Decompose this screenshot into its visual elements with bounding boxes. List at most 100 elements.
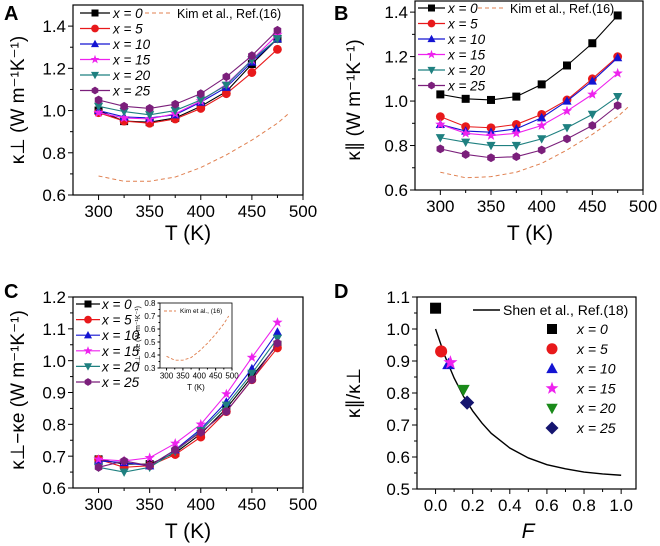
panel-c-data-point [120, 456, 128, 466]
panel-c-data-point [119, 468, 129, 477]
panel-c-letter: C [4, 281, 18, 303]
panel-a-legend-label: x = 15 [112, 53, 151, 68]
panel-d-data-point [443, 355, 458, 369]
panel-b-legend-marker [427, 49, 436, 59]
panel-a-data-point [93, 102, 104, 112]
panel-a-legend-marker [91, 86, 99, 95]
panel-d-legend-label: x = 10 [576, 361, 616, 377]
panel-b-data-point [588, 121, 597, 130]
panel-a-x-tick-label: 450 [238, 202, 266, 221]
panel-a-y-tick-label: 0.8 [42, 144, 66, 163]
panel-d-x-tick-label: 0.2 [461, 496, 485, 515]
panel-c-data-point [246, 352, 258, 362]
panel-a-data-point [119, 108, 129, 117]
panel-c-legend-marker [84, 378, 92, 386]
panel-b-data-point [537, 145, 546, 155]
panel-a-x-tick-label: 400 [187, 202, 215, 221]
panel-a-x-tick-label: 300 [84, 202, 112, 221]
panel-d-legend-reference-label: Shen et al., Ref.(18) [503, 302, 628, 318]
panel-b-data-point [613, 52, 623, 62]
panel-a-data-point [248, 51, 256, 61]
panel-a-data-point [94, 95, 103, 105]
panel-c-legend-label: x = 25 [101, 375, 140, 390]
panel-a-data-point [272, 35, 283, 44]
panel-a-legend-label: x = 25 [112, 84, 151, 99]
panel-d-data-point [435, 345, 448, 358]
panel-c-legend-label: x = 0 [101, 297, 132, 312]
panel-a-data-point [273, 44, 282, 54]
panel-b-x-tick-label: 500 [629, 197, 657, 216]
panel-c-inset-x-tick-label: 450 [209, 372, 223, 381]
panel-b-x-tick-label: 400 [527, 197, 555, 216]
panel-c-series-line [98, 344, 278, 465]
panel-d-data-point [457, 384, 470, 397]
panel-d-legend-label: x = 0 [576, 321, 608, 337]
panel-b-legend-label: x = 5 [447, 17, 478, 32]
panel-c-data-point [94, 462, 103, 472]
panel-c-x-tick-label: 350 [135, 495, 163, 514]
panel-c-x-tick-label: 400 [187, 495, 215, 514]
panel-b-data-point [487, 95, 495, 104]
panel-a-legend-marker [90, 71, 100, 80]
panel-a-legend-label: x = 5 [112, 22, 143, 37]
panel-b-data-point [435, 134, 445, 143]
panel-c-data-point [247, 369, 257, 379]
panel-a-x-tick-label: 500 [289, 202, 317, 221]
panel-a-data-point [196, 96, 206, 105]
panel-b-x-tick-label: 450 [578, 197, 606, 216]
panel-b-data-point [537, 135, 547, 144]
panel-d-legend-marker [546, 403, 558, 415]
panel-c-y-tick-label: 1.2 [42, 288, 66, 307]
panel-a-data-point [145, 104, 154, 113]
panel-a-y-tick-label: 1.4 [42, 17, 66, 36]
panel-d-y-tick-label: 1.0 [386, 320, 410, 339]
panel-b-y-axis-title: κ∥ (W m⁻¹K⁻¹) [344, 39, 365, 160]
panel-c-y-axis-title: κ⊥−κe (W m⁻¹K⁻¹) [8, 310, 29, 470]
panel-c-data-point [196, 427, 205, 437]
panel-a-data-point [145, 111, 155, 120]
panel-d-reference-curve [434, 328, 622, 476]
panel-d-legend-label: x = 20 [576, 400, 616, 416]
panel-a-data-point [171, 99, 180, 109]
panel-a-data-point [221, 89, 231, 99]
panel-b-legend-label: x = 20 [447, 63, 486, 78]
panel-b-data-point [562, 96, 572, 105]
panel-c-data-point [272, 327, 283, 336]
panel-a-data-point [273, 25, 282, 35]
panel-c-inset-y-tick-label: 0.5 [144, 338, 156, 347]
panel-b-data-point [487, 153, 495, 163]
panel-b-data-point [537, 80, 546, 89]
panel-b-data-point [486, 141, 496, 151]
panel-b-y-tick-label: 1.4 [384, 3, 408, 22]
panel-a-legend-label: x = 20 [112, 68, 151, 83]
panel-c-data-point [221, 388, 232, 399]
panel-b-data-point [436, 90, 445, 99]
panel-d-letter: D [334, 281, 348, 303]
panel-d-legend-marker [547, 324, 557, 334]
panel-a-data-point [222, 72, 231, 82]
panel-b-data-point [511, 141, 521, 151]
panel-b-legend-marker [428, 81, 435, 90]
panel-c-inset-y-axis-title: κ⊥−κe (W m⁻¹K⁻¹) [135, 306, 142, 365]
panel-c-legend-marker [83, 346, 93, 355]
panel-c-inset-y-tick-label: 0.8 [144, 299, 156, 308]
panel-a-y-tick-label: 0.6 [42, 186, 66, 205]
panel-c-data-point [195, 418, 206, 429]
panel-b-y-tick-label: 1.0 [384, 92, 408, 111]
panel-b-legend-marker [428, 4, 435, 12]
panel-b-reference-curve [440, 105, 631, 179]
panel-d-y-tick-label: 0.8 [386, 384, 410, 403]
panel-a-data-point [93, 107, 104, 118]
panel-c-legend-label: x = 5 [101, 313, 132, 328]
panel-c-inset-x-tick-label: 300 [160, 372, 174, 381]
panel-b-data-point [588, 39, 597, 48]
panel-b-x-tick-label: 300 [426, 197, 454, 216]
panel-b-series-line [440, 105, 619, 159]
panel-b-legend-label: x = 15 [447, 48, 486, 63]
panel-b-legend-marker [427, 19, 436, 28]
panel-d-y-tick-label: 0.7 [386, 416, 410, 435]
panel-c-data-point [248, 375, 256, 385]
panel-c-data-point [144, 452, 155, 463]
